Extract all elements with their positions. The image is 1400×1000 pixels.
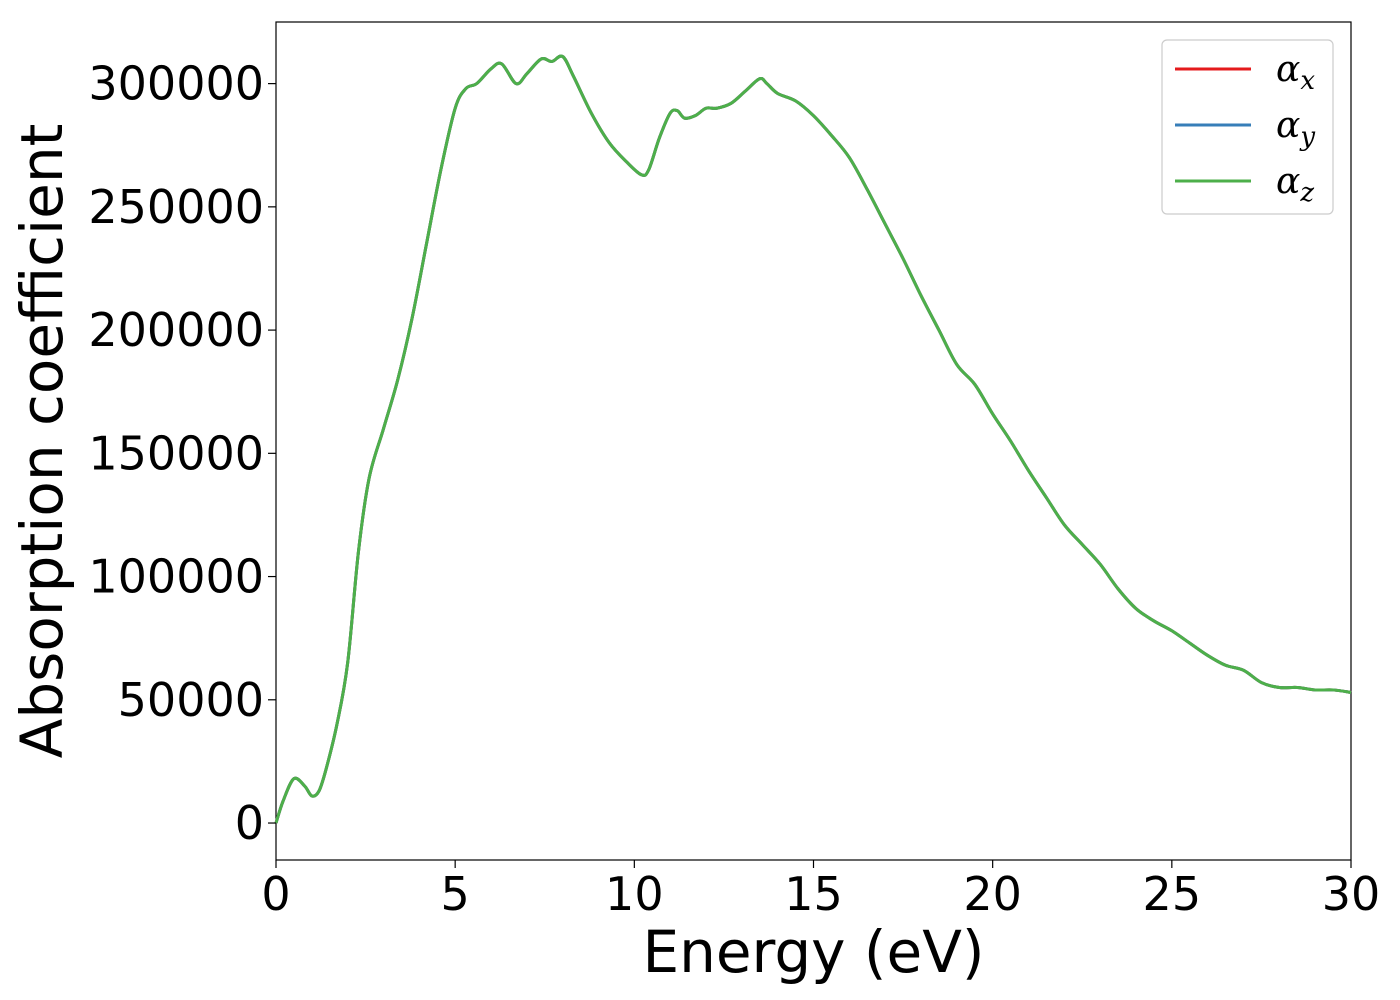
legend: αx αy αz xyxy=(1161,39,1334,215)
y-axis-label: Absorption coefficient xyxy=(8,124,76,759)
y-tick-label: 250000 xyxy=(88,180,264,234)
x-axis-label: Energy (eV) xyxy=(642,918,984,986)
legend-box xyxy=(1161,39,1334,215)
x-tick-label: 0 xyxy=(261,867,290,921)
x-tick-label: 25 xyxy=(1143,867,1202,921)
series-line-z xyxy=(274,54,1352,824)
x-tick-label: 5 xyxy=(441,867,470,921)
y-tick-label: 300000 xyxy=(88,57,264,111)
legend-label-x: αx xyxy=(1276,49,1315,96)
series-layer xyxy=(274,54,1352,824)
y-tick-label: 200000 xyxy=(88,303,264,357)
legend-label-y: αy xyxy=(1276,105,1315,152)
y-tick-label: 0 xyxy=(235,796,264,850)
x-tick-label: 30 xyxy=(1322,867,1381,921)
y-tick-label: 50000 xyxy=(118,673,264,727)
y-axis-ticks: 0 50000 100000 150000 200000 250000 300000 xyxy=(88,57,276,850)
legend-label-z: αz xyxy=(1276,161,1314,208)
x-axis-ticks: 0 5 10 15 20 25 30 xyxy=(261,860,1380,921)
x-tick-label: 20 xyxy=(963,867,1022,921)
x-tick-label: 15 xyxy=(784,867,843,921)
y-tick-label: 150000 xyxy=(88,426,264,480)
x-tick-label: 10 xyxy=(605,867,664,921)
y-tick-label: 100000 xyxy=(88,550,264,604)
plot-area: 0 5 10 15 20 25 30 0 50000 100000 150000 200000 250… xyxy=(88,21,1380,921)
